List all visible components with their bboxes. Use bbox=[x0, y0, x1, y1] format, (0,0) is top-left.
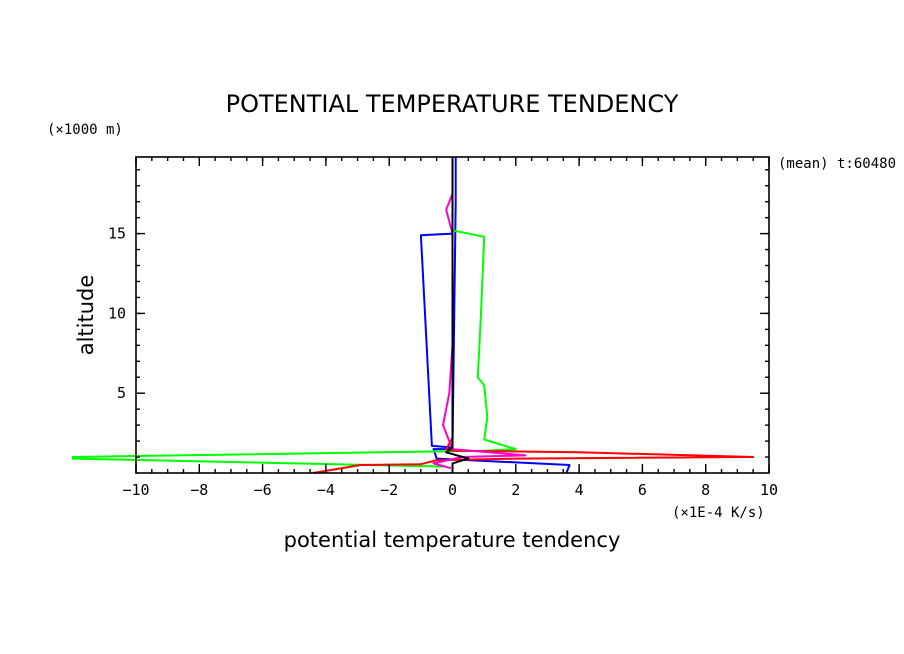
x-units-label: (×1E-4 K/s) bbox=[672, 505, 765, 521]
x-tick-label: 2 bbox=[511, 481, 520, 499]
x-tick-label: −2 bbox=[380, 481, 398, 499]
y-tick-label: 10 bbox=[108, 304, 126, 322]
x-tick-label: −6 bbox=[254, 481, 272, 499]
x-tick-label: 10 bbox=[760, 481, 778, 499]
y-tick-label: 5 bbox=[117, 384, 126, 402]
x-tick-label: −10 bbox=[122, 481, 149, 499]
y-axis-label: altitude bbox=[74, 275, 98, 356]
series-layer bbox=[71, 157, 755, 474]
x-tick-label: 6 bbox=[638, 481, 647, 499]
x-tick-label: −4 bbox=[317, 481, 335, 499]
x-axis-label: potential temperature tendency bbox=[284, 528, 621, 552]
series-line-5 bbox=[445, 157, 470, 473]
chart-title: POTENTIAL TEMPERATURE TENDENCY bbox=[226, 90, 679, 118]
x-tick-label: 4 bbox=[575, 481, 584, 499]
y-units-label: (×1000 m) bbox=[47, 122, 123, 138]
series-line-4 bbox=[432, 169, 527, 470]
x-tick-label: 8 bbox=[701, 481, 710, 499]
series-line-2 bbox=[71, 157, 517, 468]
y-tick-label: 15 bbox=[108, 225, 126, 243]
tick-layer: −10 −8 −6 −4 −2 0 2 4 6 8 10 5 10 15 bbox=[108, 157, 778, 499]
series-line-3 bbox=[313, 157, 755, 474]
x-tick-label: −8 bbox=[190, 481, 208, 499]
annotation-label: (mean) t:60480 bbox=[778, 156, 896, 172]
x-tick-label: 0 bbox=[448, 481, 457, 499]
